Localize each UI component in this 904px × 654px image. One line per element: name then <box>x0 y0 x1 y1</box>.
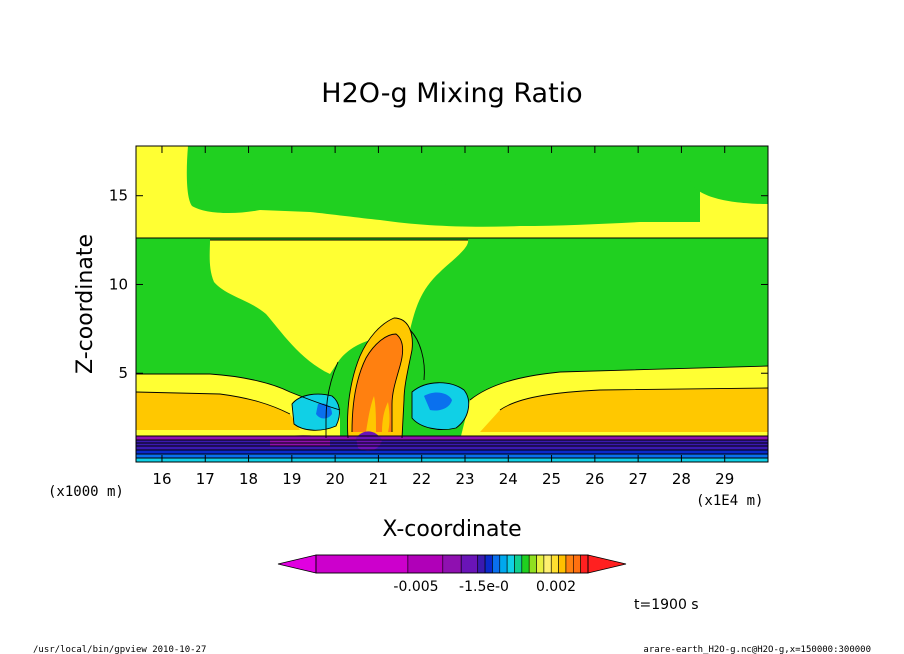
chart-title: H2O-g Mixing Ratio <box>321 78 582 109</box>
plot-frame <box>135 145 769 463</box>
field-moist-core-inner <box>352 334 403 432</box>
field-moist-mid-left <box>136 392 300 430</box>
colorbar-cell <box>460 554 479 574</box>
field-boundary-layer-3 <box>136 450 768 454</box>
y-axis-title: Z-coordinate <box>73 234 98 374</box>
field-core-streak-1 <box>366 396 376 432</box>
y-tick-label: 5 <box>118 364 128 382</box>
field-green-pocket-5 <box>690 146 768 204</box>
x-tick-label: 18 <box>239 470 258 488</box>
colorbar-label-2: -1.5e-0 <box>459 579 509 595</box>
colorbar-cell <box>442 554 462 574</box>
colorbar-cell <box>536 554 545 574</box>
field-green-pocket-1 <box>190 146 268 194</box>
field-moist-mid-tail <box>566 414 768 428</box>
field-core-streak-2 <box>382 402 390 432</box>
x-tick-label: 21 <box>369 470 388 488</box>
colorbar-label-1: -0.005 <box>393 579 438 595</box>
colorbar-cell <box>407 554 444 574</box>
x-tick-label: 27 <box>629 470 648 488</box>
x-tick-label: 25 <box>542 470 561 488</box>
field-green-pocket-3 <box>380 146 408 184</box>
x-tick-label: 22 <box>412 470 431 488</box>
colorbar-cells <box>315 554 589 574</box>
colorbar-cell <box>565 554 574 574</box>
colorbar-cell <box>477 554 486 574</box>
x-tick-label: 20 <box>326 470 345 488</box>
x-axis: 16 17 18 19 20 21 22 23 24 25 26 27 28 29 <box>152 146 734 488</box>
field-dry-right-core <box>424 392 452 411</box>
plot-area <box>136 146 768 462</box>
field-dry-left <box>292 394 340 431</box>
colorbar-cell <box>514 554 523 574</box>
x-tick-label: 19 <box>282 470 301 488</box>
x-tick-label: 16 <box>152 470 171 488</box>
footer-right: arare-earth_H2O-g.nc@H2O-g,x=150000:3000… <box>643 645 871 654</box>
colorbar-cell <box>550 554 559 574</box>
x-tick-label: 17 <box>196 470 215 488</box>
colorbar-cell <box>315 554 409 574</box>
colorbar-cell <box>521 554 530 574</box>
colorbar-cell <box>580 554 589 574</box>
field-boundary-layer-1 <box>136 436 768 440</box>
x-unit-note: (x1E4 m) <box>696 493 763 509</box>
y-tick-label: 10 <box>109 275 128 293</box>
x-tick-label: 23 <box>455 470 474 488</box>
colorbar-frame <box>315 554 589 574</box>
y-unit-note: (x1000 m) <box>48 484 124 500</box>
colorbar-cell <box>572 554 581 574</box>
colorbar-low-arrow <box>277 554 317 574</box>
field-boundary-layer-2 <box>136 440 768 450</box>
field-moist-upper-left <box>136 146 768 238</box>
field-boundary-layer-4 <box>136 454 768 458</box>
time-label: t=1900 s <box>634 597 699 613</box>
contour-lines <box>136 237 768 459</box>
colorbar-cell <box>492 554 501 574</box>
y-axis: 5 10 15 <box>109 187 768 382</box>
field-green-pocket-2 <box>300 146 354 193</box>
colorbar-cell <box>484 554 493 574</box>
colorbar-cell <box>506 554 515 574</box>
colorbar-cell <box>543 554 552 574</box>
x-tick-label: 29 <box>715 470 734 488</box>
footer-left: /usr/local/bin/gpview 2010-10-27 <box>33 645 206 654</box>
colorbar-cell <box>558 554 567 574</box>
colorbar-high-arrow <box>587 554 627 574</box>
x-tick-label: 28 <box>672 470 691 488</box>
x-tick-label: 24 <box>499 470 518 488</box>
colorbar: -0.005 -1.5e-0 0.002 <box>277 554 627 595</box>
colorbar-cell <box>499 554 508 574</box>
colorbar-cell <box>528 554 537 574</box>
x-axis-title: X-coordinate <box>382 517 521 542</box>
field-green-pocket-4 <box>436 146 600 200</box>
x-tick-label: 26 <box>585 470 604 488</box>
field-moist-anvil <box>209 240 469 374</box>
field-boundary-layer-5 <box>136 458 768 462</box>
colorbar-label-3: 0.002 <box>536 579 576 595</box>
y-tick-label: 15 <box>109 187 128 205</box>
field-dry-left-core <box>316 403 332 419</box>
